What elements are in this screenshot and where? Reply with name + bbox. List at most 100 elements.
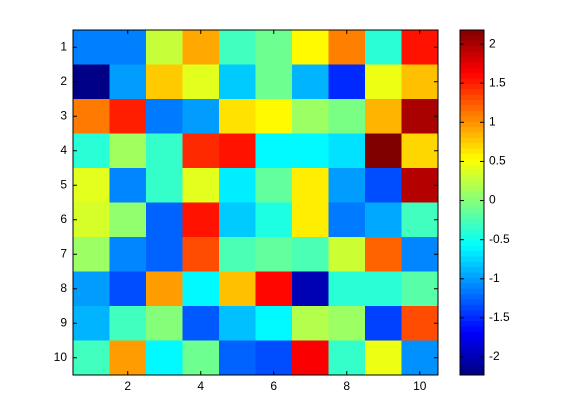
colorbar-swatch bbox=[460, 337, 484, 344]
heatmap-cell bbox=[146, 30, 183, 65]
colorbar-swatch bbox=[460, 180, 484, 187]
y-tick-label: 10 bbox=[54, 350, 68, 364]
colorbar-swatch bbox=[460, 234, 484, 241]
heatmap-cell bbox=[401, 64, 439, 100]
colorbar-swatch bbox=[460, 224, 484, 230]
heatmap-cell bbox=[401, 133, 439, 169]
heatmap-cell bbox=[182, 202, 220, 238]
colorbar-swatch bbox=[460, 110, 484, 117]
heatmap-cell bbox=[292, 202, 329, 238]
colorbar-swatch bbox=[460, 56, 484, 63]
heatmap-cell bbox=[146, 64, 183, 100]
colorbar-tick-label: 1.5 bbox=[489, 75, 506, 89]
colorbar-swatch bbox=[460, 294, 484, 301]
heatmap-cell bbox=[292, 168, 329, 203]
heatmap-cell bbox=[146, 133, 183, 169]
heatmap-cell bbox=[292, 306, 329, 341]
heatmap-cell bbox=[328, 306, 366, 341]
heatmap-cell bbox=[73, 237, 110, 272]
heatmap-cell bbox=[255, 99, 293, 134]
colorbar-swatch bbox=[460, 256, 484, 263]
colorbar-frame bbox=[459, 29, 485, 376]
heatmap-cell bbox=[401, 168, 439, 203]
colorbar-swatch bbox=[460, 197, 484, 203]
heatmap-cell bbox=[73, 64, 110, 100]
colorbar-swatch bbox=[460, 89, 484, 96]
heatmap-cell bbox=[73, 306, 110, 341]
heatmap-cell bbox=[401, 30, 439, 65]
colorbar-swatch bbox=[460, 315, 484, 322]
colorbar-swatch bbox=[460, 288, 484, 295]
heatmap-cell bbox=[292, 271, 329, 307]
colorbar-swatch bbox=[460, 127, 484, 133]
heatmap-cell bbox=[109, 133, 147, 169]
colorbar-swatch bbox=[460, 304, 484, 311]
heatmap-cell bbox=[182, 340, 220, 376]
heatmap-cell bbox=[365, 271, 402, 307]
colorbar-swatch bbox=[460, 164, 484, 171]
heatmap-cell bbox=[365, 133, 402, 169]
heatmap-cell bbox=[292, 133, 329, 169]
colorbar-swatch bbox=[460, 153, 484, 160]
colorbar-swatch bbox=[460, 358, 484, 365]
y-tick-label: 7 bbox=[60, 246, 67, 260]
colorbar-swatch bbox=[460, 186, 484, 193]
y-tick-label: 5 bbox=[60, 177, 67, 191]
colorbar-tick-label: -1 bbox=[489, 271, 500, 285]
colorbar-swatch bbox=[460, 353, 484, 360]
colorbar-swatch bbox=[460, 283, 484, 290]
heatmap-cell bbox=[292, 64, 329, 100]
heatmap-cell bbox=[255, 202, 293, 238]
heatmap-cell bbox=[328, 271, 366, 307]
heatmap-cell bbox=[255, 168, 293, 203]
colorbar-tick-label: -1.5 bbox=[489, 310, 510, 324]
colorbar-swatch bbox=[460, 342, 484, 349]
y-tick-label: 8 bbox=[60, 281, 67, 295]
heatmap-cell bbox=[182, 99, 220, 134]
colorbar-swatch bbox=[460, 218, 484, 225]
x-tick-label: 8 bbox=[343, 379, 350, 393]
heatmap-cell bbox=[219, 306, 256, 341]
colorbar-swatch bbox=[460, 67, 484, 74]
heatmap-cell bbox=[109, 202, 147, 238]
heatmap-cell bbox=[365, 30, 402, 65]
colorbar-swatch bbox=[460, 191, 484, 198]
colorbar-swatch bbox=[460, 78, 484, 85]
heatmap-cell bbox=[255, 271, 293, 307]
colorbar-swatch bbox=[460, 348, 484, 354]
colorbar-swatch bbox=[460, 299, 484, 306]
colorbar-swatch bbox=[460, 94, 484, 101]
heatmap-cell bbox=[73, 202, 110, 238]
heatmap-cell bbox=[146, 202, 183, 238]
heatmap-cell bbox=[109, 340, 147, 376]
colorbar-swatch bbox=[460, 277, 484, 284]
colorbar-swatch bbox=[460, 213, 484, 220]
heatmap-cell bbox=[146, 168, 183, 203]
heatmap-cell bbox=[365, 99, 402, 134]
heatmap-cell bbox=[292, 30, 329, 65]
heatmap-cell bbox=[328, 64, 366, 100]
colorbar-swatch bbox=[460, 116, 484, 123]
colorbar-swatch bbox=[460, 100, 484, 106]
heatmap-cell bbox=[109, 30, 147, 65]
heatmap-cell bbox=[365, 202, 402, 238]
colorbar-swatch bbox=[460, 326, 484, 333]
colorbar-swatch bbox=[460, 40, 484, 47]
heatmap-cell bbox=[146, 306, 183, 341]
colorbar-swatch bbox=[460, 73, 484, 80]
heatmap-cell bbox=[255, 133, 293, 169]
heatmap-cell bbox=[401, 306, 439, 341]
heatmap-cell bbox=[73, 30, 110, 65]
heatmap-cell bbox=[328, 340, 366, 376]
heatmap-cell bbox=[109, 64, 147, 100]
heatmap-cell bbox=[109, 99, 147, 134]
heatmap-cell bbox=[401, 271, 439, 307]
x-tick-label: 6 bbox=[270, 379, 277, 393]
colorbar-swatch bbox=[460, 148, 484, 155]
colorbar-swatch bbox=[460, 132, 484, 139]
axes-frame bbox=[72, 29, 439, 376]
y-tick-label: 4 bbox=[60, 143, 67, 157]
heatmap-cell bbox=[109, 168, 147, 203]
y-tick-label: 9 bbox=[60, 315, 67, 329]
heatmap-cell bbox=[328, 237, 366, 272]
